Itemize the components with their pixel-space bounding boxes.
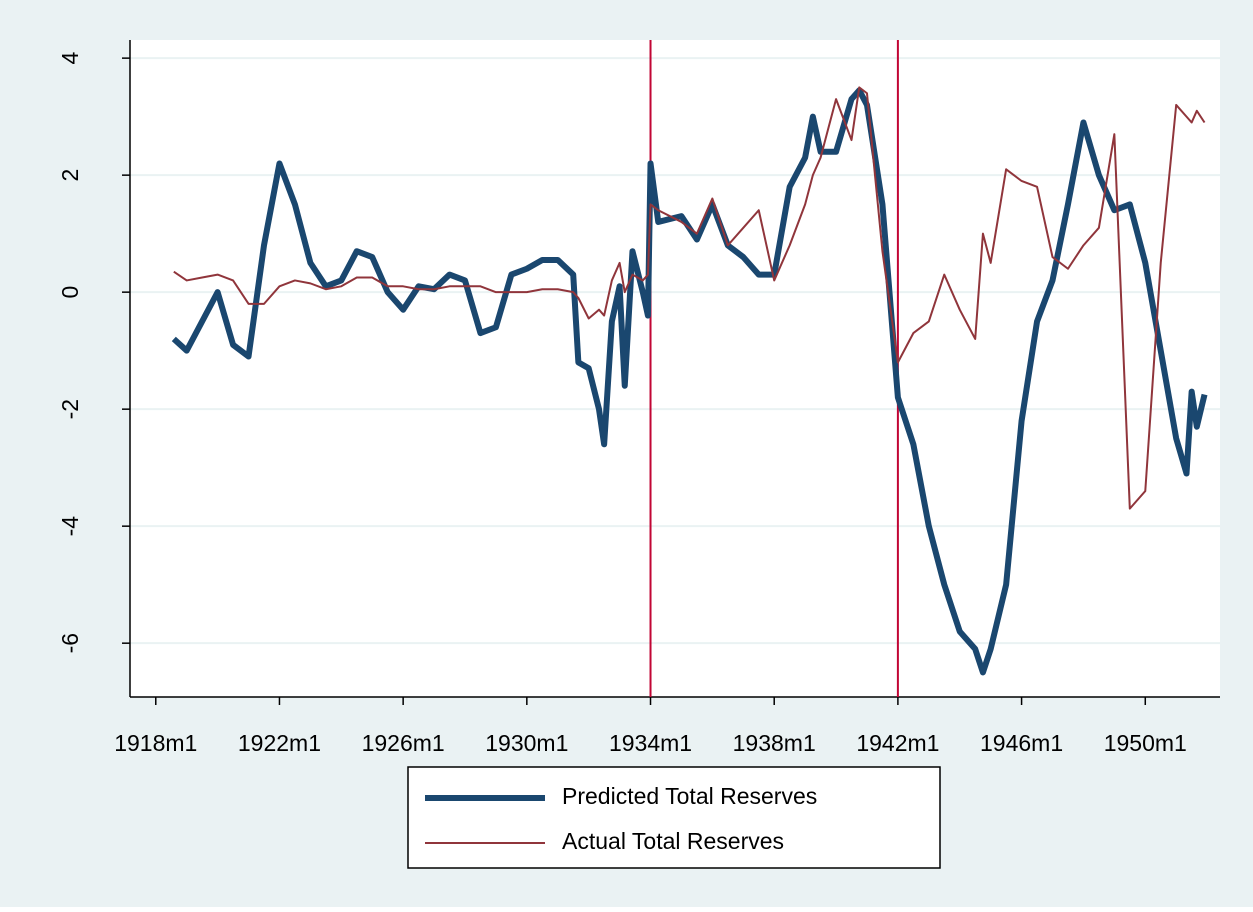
y-tick-label: -2 [57, 399, 83, 419]
series-line [171, 87, 1208, 676]
series-line [173, 86, 1206, 510]
y-tick-label: 0 [57, 286, 83, 299]
y-tick-label: -4 [57, 516, 83, 537]
x-tick-label: 1950m1 [1104, 730, 1187, 756]
legend-box [407, 766, 941, 869]
y-tick-label: 4 [57, 52, 83, 65]
x-tick-label: 1926m1 [362, 730, 445, 756]
plot-area [130, 40, 1220, 697]
y-tick-label: -6 [57, 633, 83, 653]
x-tick-label: 1934m1 [609, 730, 692, 756]
legend-label: Predicted Total Reserves [562, 783, 817, 809]
x-tick-label: 1922m1 [238, 730, 321, 756]
x-tick-label: 1942m1 [856, 730, 939, 756]
legend-label: Actual Total Reserves [562, 828, 784, 854]
x-tick-label: 1938m1 [733, 730, 816, 756]
x-tick-label: 1918m1 [114, 730, 197, 756]
y-tick-label: 2 [57, 169, 83, 182]
x-tick-label: 1930m1 [485, 730, 568, 756]
x-tick-label: 1946m1 [980, 730, 1063, 756]
